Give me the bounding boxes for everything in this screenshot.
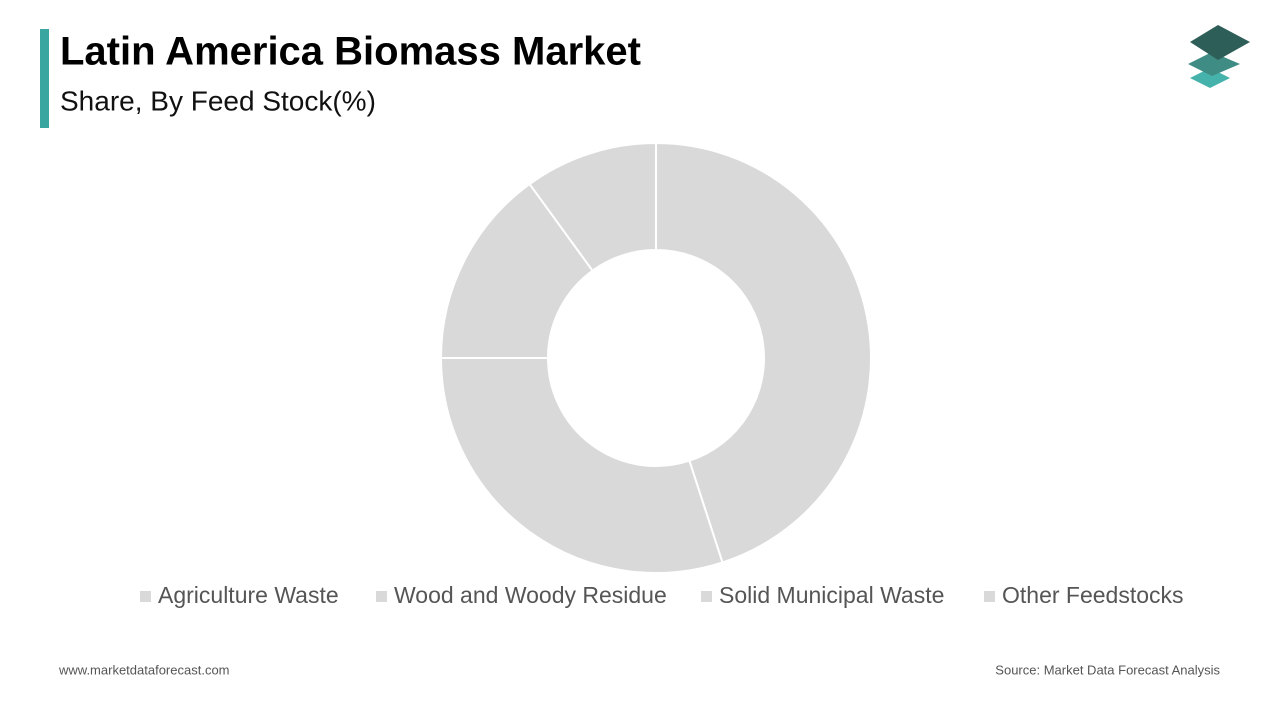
donut-segment <box>528 141 657 273</box>
donut-segment <box>655 141 872 564</box>
logo <box>1188 25 1250 88</box>
donut <box>439 141 872 574</box>
chart-title: Latin America Biomass Market <box>60 30 641 74</box>
legend-label: Wood and Woody Residue <box>394 582 667 608</box>
legend: Agriculture Waste Wood and Woody Residue S… <box>140 582 1184 608</box>
legend-marker <box>701 591 712 602</box>
legend-marker <box>984 591 995 602</box>
donut-segment <box>439 357 724 574</box>
chart-subtitle: Share, By Feed Stock(%) <box>60 85 376 116</box>
legend-label: Agriculture Waste <box>158 582 339 608</box>
title-accent <box>40 29 49 128</box>
legend-label: Solid Municipal Waste <box>719 582 944 608</box>
footer-website: www.marketdataforecast.com <box>58 662 230 677</box>
footer-source: Source: Market Data Forecast Analysis <box>995 662 1220 677</box>
legend-marker <box>376 591 387 602</box>
legend-label: Other Feedstocks <box>1002 582 1184 608</box>
donut-segment <box>439 182 594 359</box>
legend-marker <box>140 591 151 602</box>
